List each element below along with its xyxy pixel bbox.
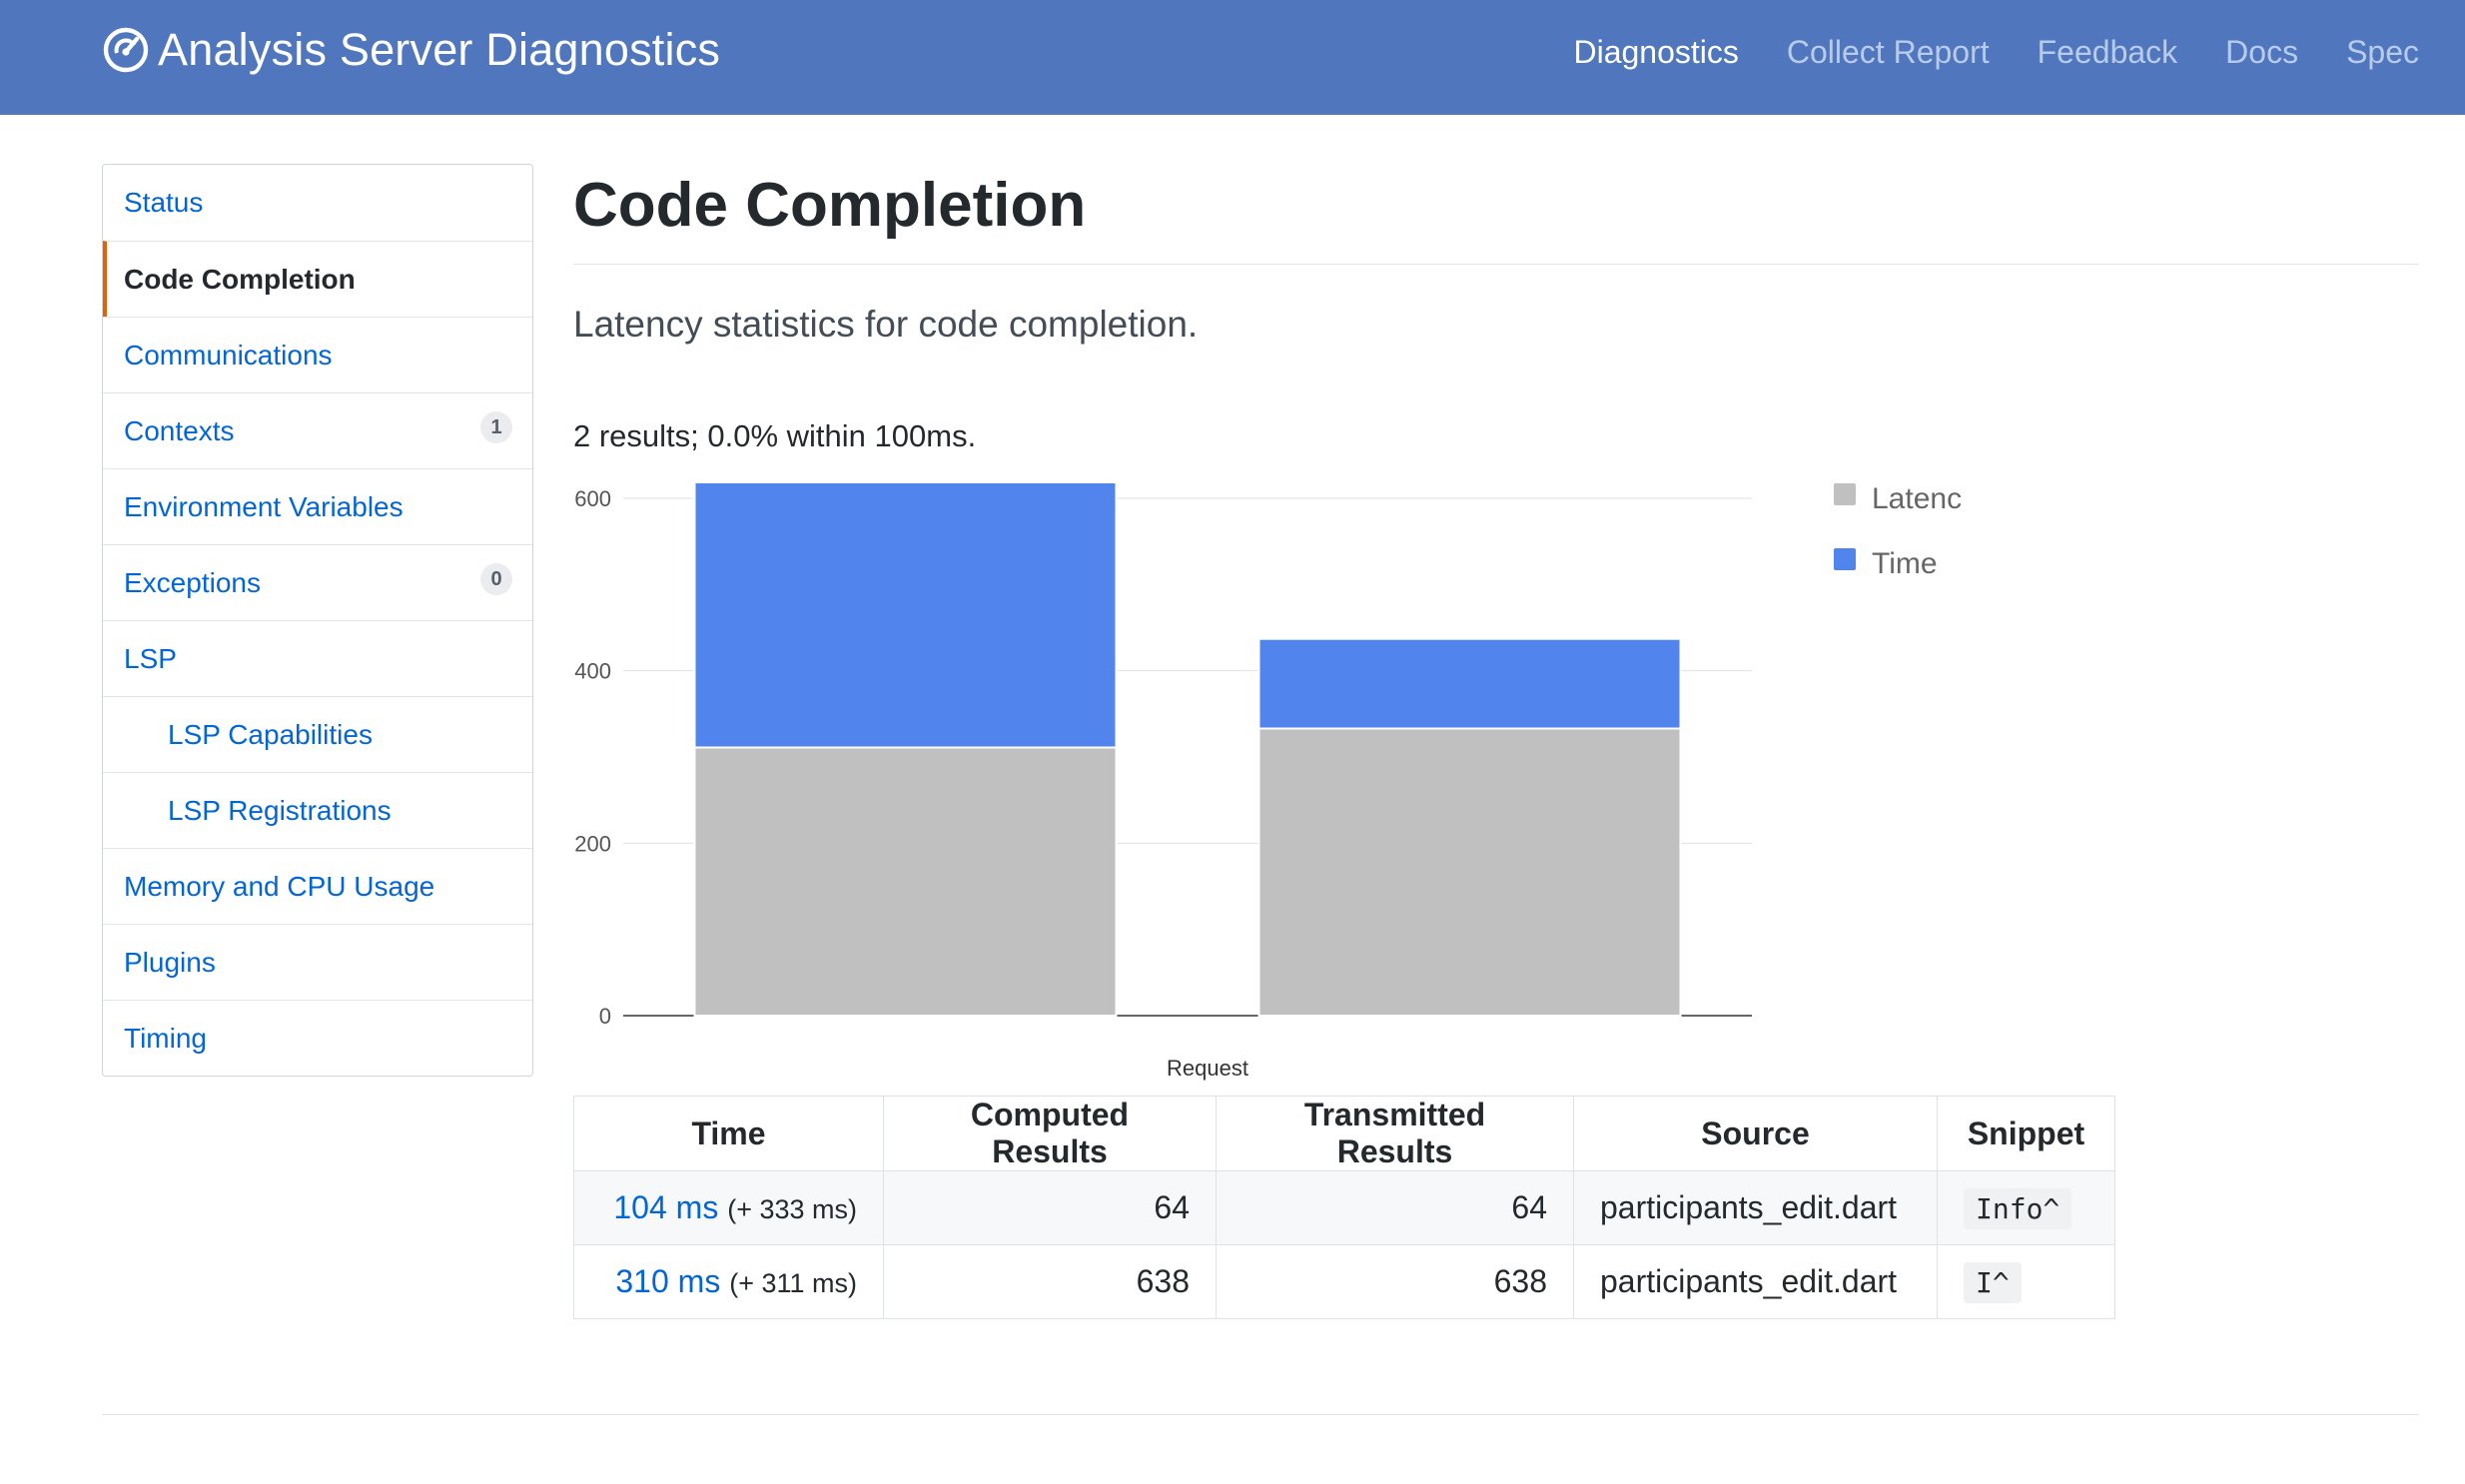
transmitted-cell: 64 — [1216, 1170, 1574, 1245]
column-header: Source — [1573, 1096, 1938, 1171]
source-cell: participants_edit.dart — [1573, 1170, 1938, 1245]
sidebar-item-label: Memory and CPU Usage — [124, 870, 435, 902]
sidebar-item-label: Communications — [124, 339, 333, 371]
sidebar-nav: Status Code Completion Communications Co… — [102, 164, 533, 1077]
y-tick-label: 600 — [574, 486, 611, 511]
bar-latenc — [1257, 727, 1682, 1017]
snippet-code: I^ — [1964, 1262, 2022, 1303]
bar-time — [693, 483, 1118, 749]
sidebar-item-memory-cpu[interactable]: Memory and CPU Usage — [103, 848, 532, 924]
nav-collect-report[interactable]: Collect Report — [1786, 34, 1990, 70]
time-cell: 310 ms (+ 311 ms) — [573, 1244, 884, 1319]
sidebar-item-label: Plugins — [124, 946, 216, 978]
bar-time — [1257, 637, 1682, 730]
top-nav: Diagnostics Collect Report Feedback Docs… — [1525, 30, 2419, 74]
sidebar-item-label: Code Completion — [124, 263, 356, 295]
sidebar-item-environment-variables[interactable]: Environment Variables — [103, 468, 532, 544]
results-summary: 2 results; 0.0% within 100ms. — [573, 418, 977, 453]
x-axis-label: Request — [1167, 1056, 1248, 1081]
y-tick-label: 400 — [574, 659, 611, 684]
table-row: 104 ms (+ 333 ms) 64 64 participants_edi… — [573, 1170, 2115, 1245]
sidebar-item-label: Contexts — [124, 414, 235, 446]
latency-chart: 0 200 400 600 Request Latenc Time — [574, 483, 1962, 1081]
sidebar-item-code-completion[interactable]: Code Completion — [103, 241, 532, 317]
app-title: Analysis Server Diagnostics — [158, 24, 721, 75]
footer-divider — [102, 1414, 2419, 1415]
y-tick-label: 200 — [574, 831, 611, 856]
y-tick-label: 0 — [599, 1004, 611, 1029]
legend-label: Latenc — [1872, 483, 1962, 515]
sidebar-item-exceptions[interactable]: Exceptions 0 — [103, 544, 532, 620]
sidebar-item-status[interactable]: Status — [103, 165, 532, 241]
page-subtitle: Latency statistics for code completion. — [573, 304, 1199, 345]
nav-feedback[interactable]: Feedback — [2037, 34, 2178, 70]
time-link[interactable]: 310 ms — [615, 1263, 721, 1299]
computed-cell: 638 — [883, 1244, 1217, 1319]
time-extra: (+ 311 ms) — [729, 1268, 857, 1298]
legend-swatch — [1834, 548, 1856, 570]
bar-latenc — [693, 746, 1118, 1017]
sidebar-item-label: Timing — [124, 1022, 207, 1054]
sidebar-item-lsp-registrations[interactable]: LSP Registrations — [103, 772, 532, 848]
sidebar-item-communications[interactable]: Communications — [103, 317, 532, 392]
count-badge: 1 — [480, 411, 512, 443]
count-badge: 0 — [480, 563, 512, 595]
page-title: Code Completion — [573, 164, 2419, 265]
sidebar-item-lsp[interactable]: LSP — [103, 620, 532, 696]
column-header: Time — [573, 1096, 884, 1171]
transmitted-cell: 638 — [1216, 1244, 1574, 1319]
column-header: Snippet — [1937, 1096, 2115, 1171]
table-row: 310 ms (+ 311 ms) 638 638 participants_e… — [573, 1244, 2115, 1319]
snippet-cell: Info^ — [1937, 1170, 2115, 1245]
computed-cell: 64 — [883, 1170, 1217, 1245]
snippet-code: Info^ — [1964, 1188, 2072, 1229]
legend-label: Time — [1872, 547, 1938, 580]
sidebar-item-label: LSP Capabilities — [168, 718, 373, 750]
sidebar-item-label: Environment Variables — [124, 490, 404, 522]
column-header: Computed Results — [883, 1096, 1217, 1171]
sidebar-item-timing[interactable]: Timing — [103, 1000, 532, 1076]
column-header: Transmitted Results — [1216, 1096, 1574, 1171]
table-header-row: Time Computed Results Transmitted Result… — [573, 1096, 2115, 1171]
gauge-icon — [103, 27, 149, 73]
sidebar-item-label: Exceptions — [124, 566, 261, 598]
completion-table: Time Computed Results Transmitted Result… — [573, 1096, 2115, 1319]
sidebar-item-label: Status — [124, 187, 204, 218]
sidebar-item-plugins[interactable]: Plugins — [103, 924, 532, 1000]
nav-spec[interactable]: Spec — [2346, 34, 2419, 70]
nav-docs[interactable]: Docs — [2225, 34, 2299, 70]
nav-diagnostics[interactable]: Diagnostics — [1573, 34, 1739, 70]
time-link[interactable]: 104 ms — [613, 1189, 719, 1225]
legend-swatch — [1834, 483, 1856, 505]
sidebar-item-label: LSP Registrations — [168, 794, 392, 826]
sidebar-item-label: LSP — [124, 642, 177, 674]
time-cell: 104 ms (+ 333 ms) — [573, 1170, 884, 1245]
sidebar-item-contexts[interactable]: Contexts 1 — [103, 392, 532, 468]
brand[interactable]: Analysis Server Diagnostics — [102, 22, 720, 78]
main-content: Code Completion Latency statistics for c… — [573, 164, 2419, 1319]
time-extra: (+ 333 ms) — [727, 1194, 857, 1224]
sidebar-item-lsp-capabilities[interactable]: LSP Capabilities — [103, 696, 532, 772]
top-header: Analysis Server Diagnostics Diagnostics … — [0, 0, 2465, 115]
source-cell: participants_edit.dart — [1573, 1244, 1938, 1319]
snippet-cell: I^ — [1937, 1244, 2115, 1319]
